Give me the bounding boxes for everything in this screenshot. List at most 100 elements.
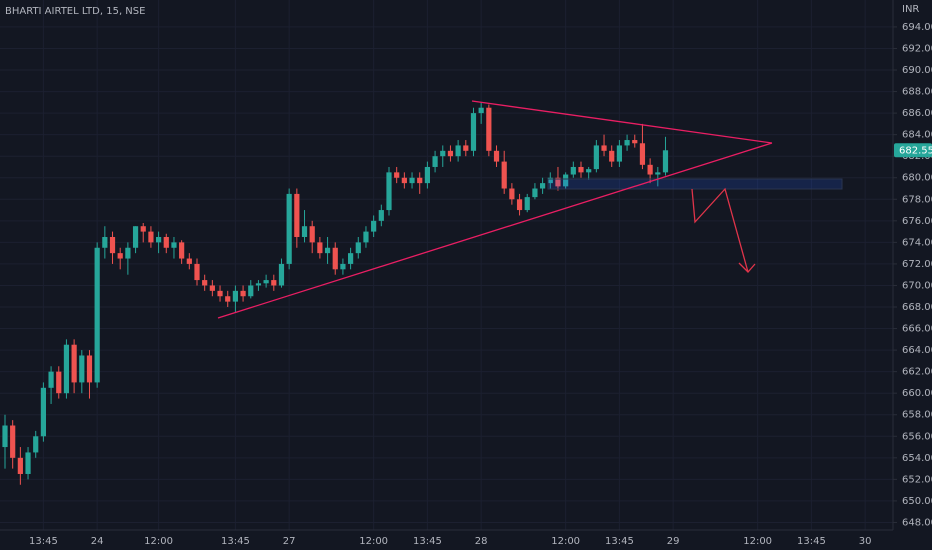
- candle-body: [48, 371, 54, 388]
- candle-body: [317, 242, 323, 254]
- y-tick-label: 680.00: [902, 173, 932, 184]
- candle-body: [593, 145, 599, 170]
- candle-body: [56, 371, 62, 394]
- chart-title: BHARTI AIRTEL LTD, 15, NSE: [5, 6, 145, 17]
- candle-body: [624, 140, 630, 146]
- candle-body: [501, 161, 507, 189]
- x-tick-label: 12:00: [359, 536, 388, 547]
- candle-body: [271, 280, 277, 286]
- candle-body: [17, 457, 23, 474]
- candle-body: [447, 150, 454, 157]
- y-tick-label: 662.00: [902, 367, 932, 378]
- candle-body: [363, 231, 369, 243]
- x-tick-label: 13:45: [221, 536, 250, 547]
- y-tick-label: 678.00: [902, 194, 932, 205]
- candle-body: [432, 156, 438, 167]
- y-tick-label: 676.00: [902, 216, 932, 227]
- candle-body: [248, 285, 254, 297]
- candle-body: [486, 107, 492, 151]
- candle-body: [125, 247, 131, 259]
- y-tick-label: 658.00: [902, 410, 932, 421]
- candle-body: [516, 199, 523, 211]
- axes: 648.00 650.00 652.00 654.00 656.00 658.00 660.…: [29, 22, 932, 547]
- candle-body: [202, 280, 208, 286]
- drawings: [217, 100, 843, 319]
- candle-body: [294, 193, 300, 237]
- candle-body: [255, 283, 262, 286]
- y-tick-label: 660.00: [902, 388, 932, 399]
- candle-body: [332, 247, 338, 270]
- candle-body: [532, 188, 538, 198]
- candle-body: [547, 177, 553, 184]
- candle-body: [25, 452, 31, 474]
- y-tick-label: 690.00: [902, 65, 932, 76]
- x-tick-label: 13:45: [413, 536, 442, 547]
- candle-body: [540, 183, 546, 189]
- candle-body: [509, 188, 515, 200]
- candle-body: [493, 150, 500, 162]
- candle-body: [324, 247, 331, 254]
- candle-body: [286, 193, 292, 264]
- candle-body: [409, 177, 415, 184]
- support-zone: [547, 178, 843, 190]
- last-price-label: 682.55: [899, 145, 932, 156]
- candle-body: [455, 145, 461, 157]
- candle-body: [194, 263, 200, 281]
- candle-body: [632, 140, 638, 144]
- triangle-lower-line: [217, 142, 773, 319]
- candle-body: [163, 236, 169, 248]
- y-tick-label: 686.00: [902, 108, 932, 119]
- y-tick-label: 692.00: [902, 43, 932, 54]
- candle-body: [570, 166, 576, 175]
- x-tick-label: 29: [667, 536, 680, 547]
- x-tick-label: 13:45: [797, 536, 826, 547]
- candle-body: [662, 150, 669, 173]
- x-tick-label: 12:00: [743, 536, 772, 547]
- candle-body: [401, 177, 407, 184]
- candle-body: [79, 355, 85, 383]
- x-tick-label: 28: [475, 536, 488, 547]
- candle-body: [71, 344, 77, 383]
- x-tick-label: 12:00: [551, 536, 580, 547]
- candle-body: [33, 436, 39, 453]
- candle-body: [40, 387, 46, 437]
- candle-body: [148, 231, 154, 243]
- x-tick-label: 12:00: [144, 536, 173, 547]
- candle-body: [578, 166, 584, 173]
- candle-body: [440, 150, 446, 157]
- candle-body: [524, 197, 530, 211]
- candle-body: [232, 290, 238, 302]
- candle-body: [309, 226, 315, 243]
- candle-body: [156, 236, 162, 243]
- candle-body: [340, 263, 346, 270]
- candle-body: [355, 242, 361, 254]
- candle-body: [240, 290, 246, 297]
- candle-body: [555, 177, 561, 187]
- candle-body: [417, 177, 423, 184]
- candle-body: [94, 247, 100, 383]
- candle-body: [386, 172, 392, 211]
- candle-body: [10, 425, 16, 458]
- y-tick-label: 654.00: [902, 453, 932, 464]
- y-tick-label: 664.00: [902, 345, 932, 356]
- y-tick-label: 670.00: [902, 280, 932, 291]
- candle-body: [470, 113, 477, 151]
- candle-body: [63, 344, 70, 394]
- x-tick-label: 30: [859, 536, 872, 547]
- x-tick-label: 24: [91, 536, 104, 547]
- candle-body: [371, 220, 377, 232]
- candle-body: [478, 107, 484, 114]
- candle-body: [394, 172, 400, 178]
- candle-body: [86, 355, 93, 383]
- y-tick-label: 674.00: [902, 237, 932, 248]
- y-tick-label: 668.00: [902, 302, 932, 313]
- candle-body: [647, 164, 653, 175]
- y-tick-label: 694.00: [902, 22, 932, 33]
- candle-body: [424, 166, 430, 184]
- candle-body: [563, 174, 569, 187]
- candle-body: [263, 280, 269, 284]
- candle-body: [102, 236, 108, 248]
- y-tick-label: 666.00: [902, 324, 932, 335]
- candle-body: [616, 145, 622, 162]
- currency-label: INR: [902, 4, 919, 15]
